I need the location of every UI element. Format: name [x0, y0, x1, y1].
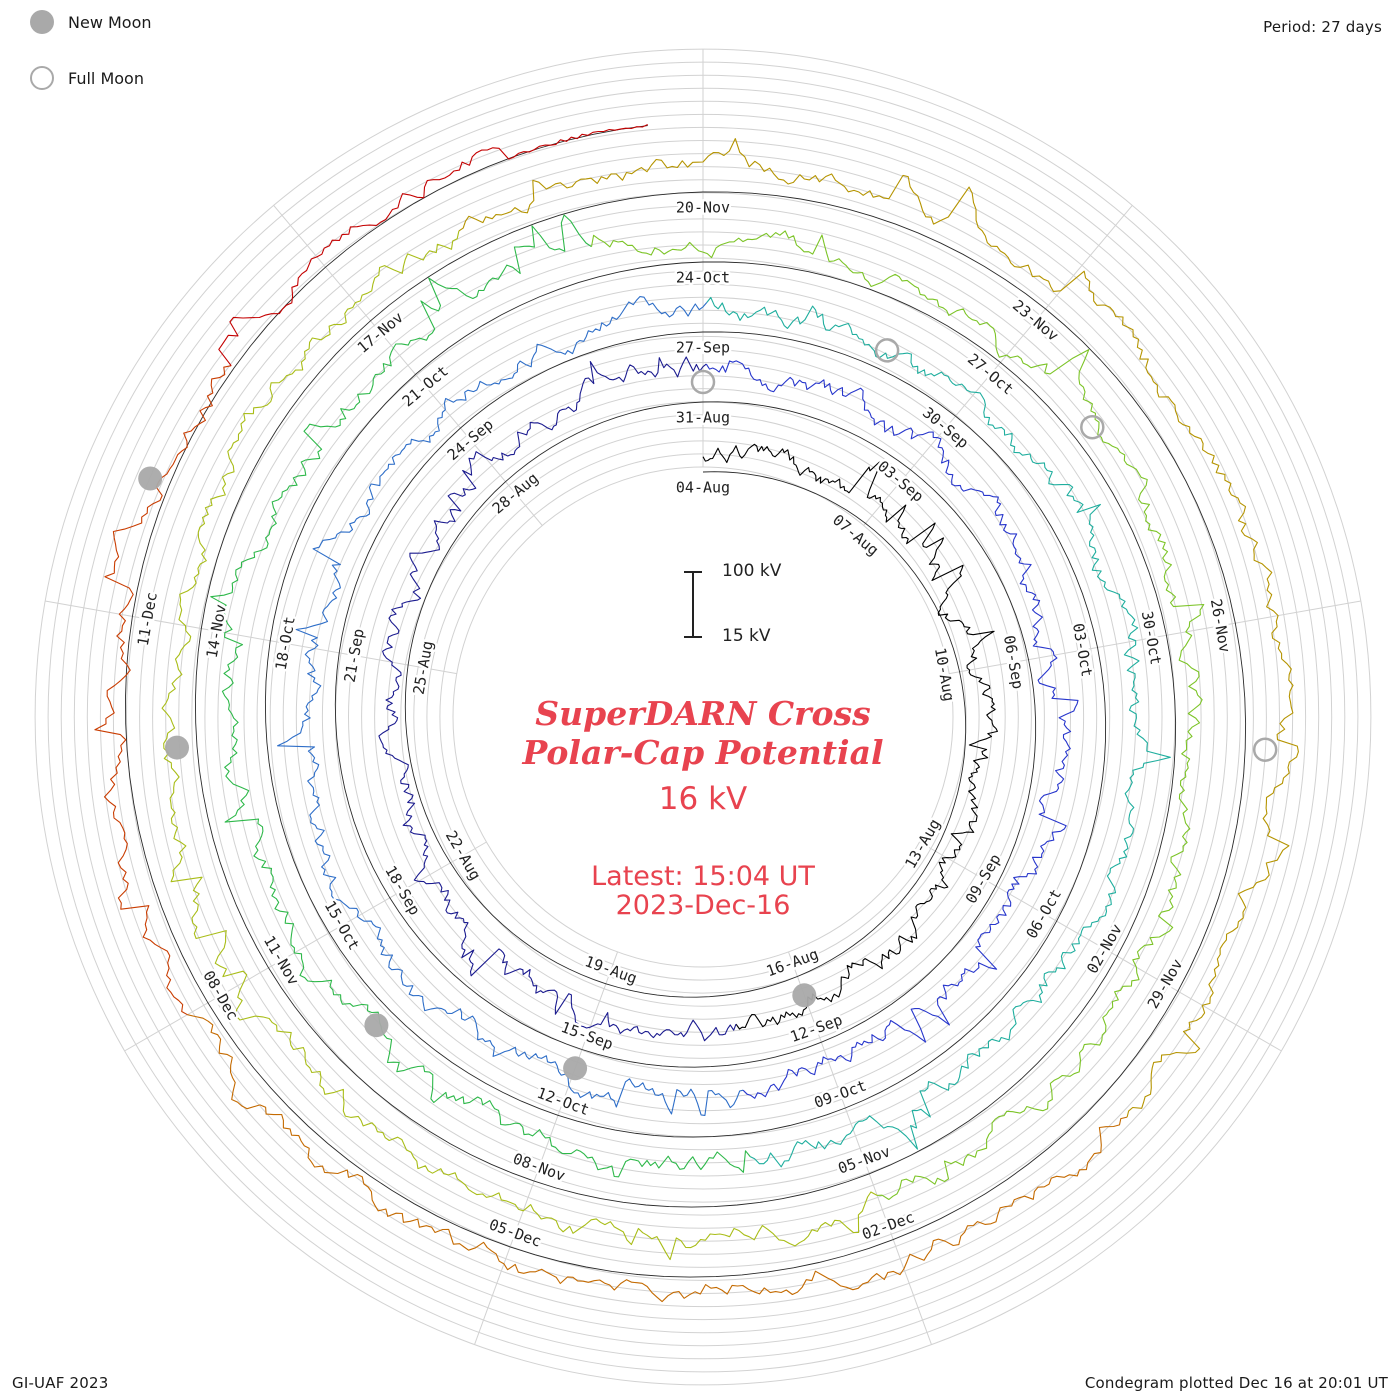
date-label: 31-Aug [676, 408, 730, 426]
chart-title-line1: SuperDARN Cross [535, 694, 871, 733]
kv-scale-bar [684, 571, 702, 638]
date-label: 24-Oct [676, 268, 730, 286]
date-label: 24-Sep [444, 415, 497, 464]
date-label: 27-Sep [676, 338, 730, 356]
current-potential-value: 16 kV [658, 781, 748, 817]
new-moon-marker [138, 466, 163, 491]
credit-label: GI-UAF 2023 [12, 1374, 109, 1392]
new-moon-marker [364, 1013, 389, 1038]
full-moon-marker [874, 338, 900, 363]
new-moon-marker [792, 983, 817, 1008]
date-label: 15-Sep [558, 1018, 615, 1053]
potential-trace [94, 124, 1299, 1303]
date-label: 25-Aug [410, 639, 437, 695]
date-label: 20-Nov [676, 198, 730, 216]
legend-new-moon: New Moon [30, 10, 152, 34]
date-label: 12-Sep [788, 1011, 845, 1046]
full-moon-icon [30, 66, 54, 90]
date-label: 11-Dec [134, 591, 161, 647]
latest-date-label: 2023-Dec-16 [615, 890, 791, 921]
date-label: 04-Aug [676, 478, 730, 496]
scale-min-label: 15 kV [722, 626, 771, 646]
date-label: 18-Oct [272, 615, 299, 671]
date-label: 17-Nov [354, 308, 407, 357]
date-label: 30-Sep [919, 403, 972, 452]
scale-max-label: 100 kV [722, 561, 782, 581]
date-label: 11-Nov [260, 932, 303, 988]
date-label: 10-Aug [931, 646, 958, 702]
date-label: 12-Oct [535, 1084, 592, 1119]
baseline-spiral [125, 125, 1247, 1278]
latest-time-label: Latest: 15:04 UT [591, 861, 815, 892]
date-label: 03-Sep [874, 457, 927, 506]
date-label: 03-Oct [1069, 622, 1096, 678]
date-label: 18-Sep [381, 862, 424, 918]
polar-grid [34, 48, 1372, 1386]
full-moon-label: Full Moon [68, 68, 144, 88]
full-moon-marker [1252, 737, 1278, 762]
date-label: 15-Oct [321, 897, 364, 953]
date-label: 26-Nov [1207, 597, 1234, 653]
date-label: 19-Aug [582, 952, 639, 987]
plotted-timestamp: Condegram plotted Dec 16 at 20:01 UT [1084, 1374, 1388, 1392]
new-moon-icon [30, 10, 54, 34]
date-label: 09-Sep [962, 851, 1005, 907]
chart-title-line2: Polar-Cap Potential [522, 733, 884, 772]
date-label: 02-Nov [1083, 921, 1126, 977]
date-label: 23-Nov [1009, 296, 1062, 345]
new-moon-marker [165, 735, 189, 760]
period-label: Period: 27 days [1263, 18, 1382, 36]
date-label: 05-Nov [836, 1142, 893, 1177]
new-moon-label: New Moon [68, 12, 152, 32]
full-moon-marker [690, 369, 716, 395]
full-moon-marker [1080, 414, 1105, 440]
date-label: 02-Dec [860, 1208, 917, 1243]
new-moon-marker [563, 1056, 588, 1081]
legend-full-moon: Full Moon [30, 66, 144, 90]
date-label: 28-Aug [489, 469, 542, 518]
date-label: 08-Dec [199, 967, 242, 1023]
date-label: 22-Aug [442, 827, 485, 883]
moon-markers [138, 338, 1278, 1081]
